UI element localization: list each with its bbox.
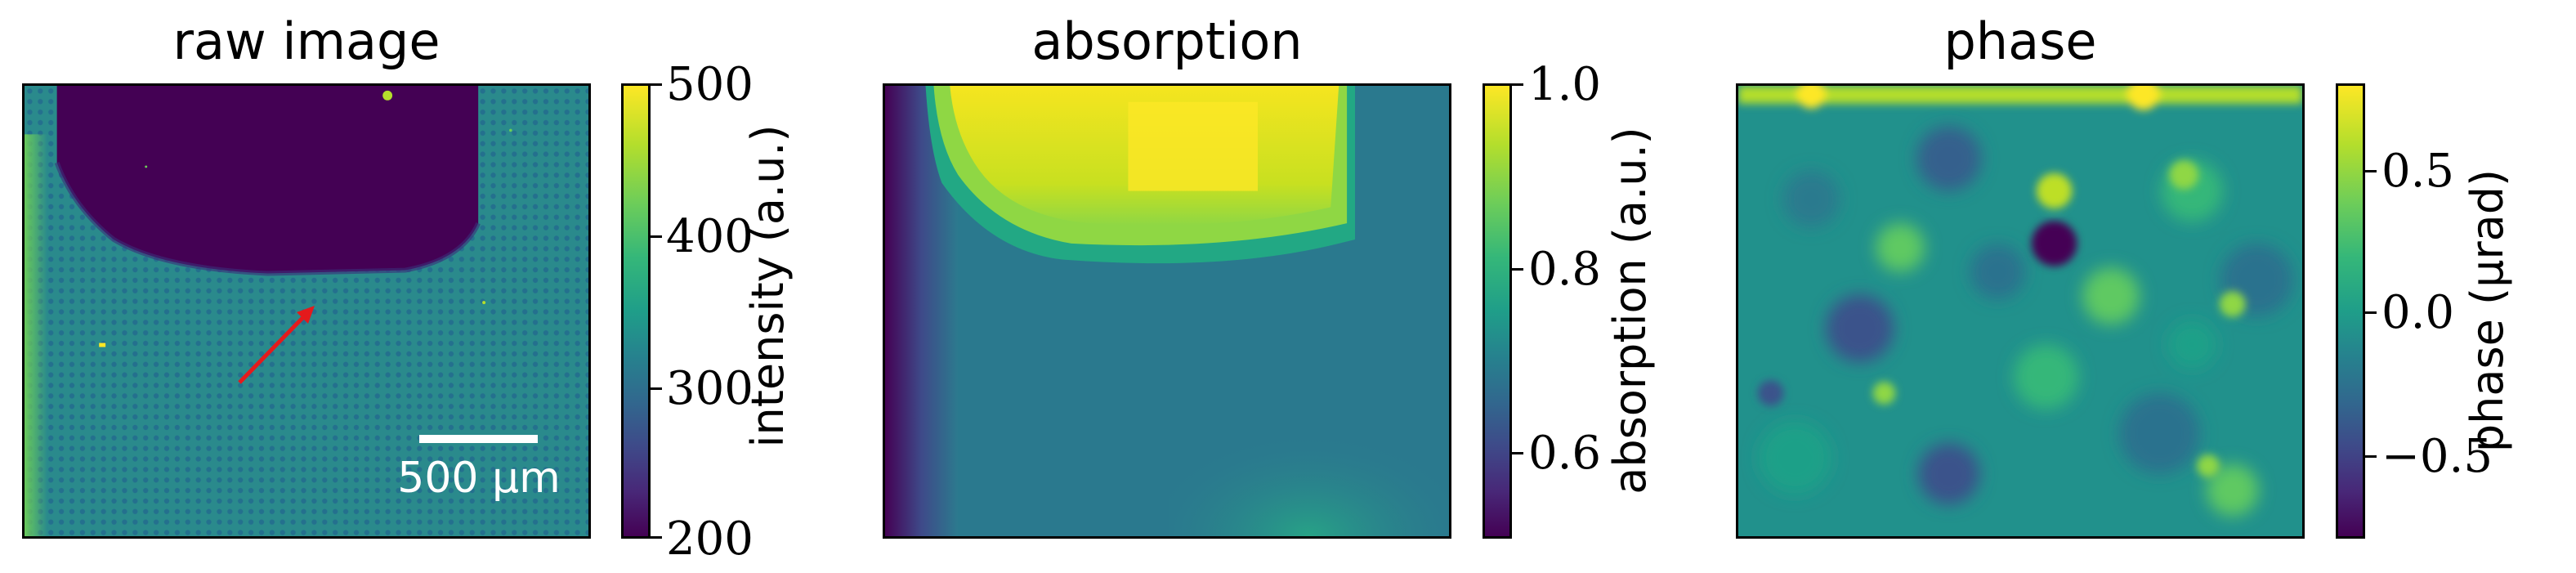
- colorbar-tick-label: 500: [666, 58, 754, 111]
- colorbar-tick-label: −0.5: [2381, 430, 2493, 483]
- colorbar-tick-label: 1.0: [1528, 58, 1602, 111]
- colorbar-label: phase (µrad): [2462, 168, 2513, 453]
- red-arrow-icon: [238, 306, 315, 384]
- absorption-plot: [883, 83, 1451, 539]
- colorbar-tick-label: 0.8: [1528, 243, 1602, 296]
- colorbar-tick-label: 300: [666, 362, 754, 415]
- absorption-title: absorption: [1031, 11, 1303, 71]
- scale-bar: [419, 435, 538, 443]
- colorbar-label: absorption (a.u.): [1604, 127, 1656, 495]
- colorbar-tick-label: 200: [666, 513, 754, 566]
- raw-image-colorbar: [621, 83, 651, 539]
- phase-title: phase: [1943, 11, 2097, 71]
- phase-colorbar: [2336, 83, 2365, 539]
- raw-image-title: raw image: [172, 11, 441, 71]
- scale-bar-label: 500 µm: [397, 454, 561, 503]
- colorbar-tick-label: 0.6: [1528, 427, 1602, 480]
- colorbar-tick-label: 0.5: [2381, 145, 2455, 198]
- raw-image-plot: 500 µm: [22, 83, 591, 539]
- phase-plot: [1736, 83, 2305, 539]
- colorbar-tick-label: 400: [666, 210, 754, 263]
- absorption-colorbar: [1483, 83, 1512, 539]
- colorbar-tick-label: 0.0: [2381, 286, 2455, 339]
- colorbar-label: intensity (a.u.): [742, 124, 794, 448]
